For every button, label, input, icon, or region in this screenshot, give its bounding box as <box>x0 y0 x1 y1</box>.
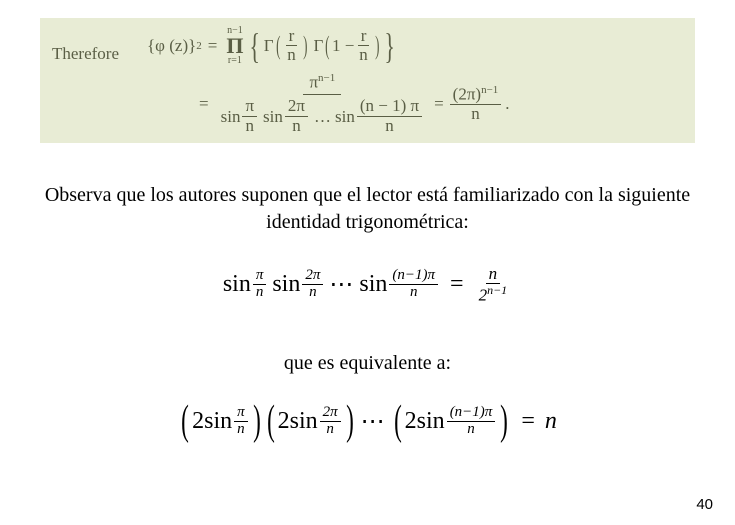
brace-left: { <box>250 32 260 61</box>
eq2-twok: 2 <box>405 408 417 435</box>
eq2-two1: 2 <box>192 408 204 435</box>
paragraph-2: que es equivalente a: <box>0 350 735 377</box>
product-symbol: n−1 Π r=1 <box>226 26 243 66</box>
num-r2: r <box>358 27 370 47</box>
eq2-frack: (n−1)πn <box>447 405 496 438</box>
eq2-dots: ⋯ <box>361 407 387 436</box>
frac-r-n-1: r n <box>284 27 299 65</box>
paren-l1: ( <box>276 31 280 61</box>
eq2-rp2: ) <box>346 407 354 436</box>
one-minus: 1 − <box>332 36 354 56</box>
result-frac: (2π)n−1 n <box>450 84 502 124</box>
paren-l2: ( <box>325 31 329 61</box>
eq2-sin1: sin <box>204 408 232 435</box>
sin-2: sin <box>263 107 283 127</box>
sin-k: sin <box>335 107 355 127</box>
page-number: 40 <box>696 496 713 513</box>
book-equation-line1: {φ (z)}2 = n−1 Π r=1 { Γ ( r n ) Γ ( 1 −… <box>147 26 510 66</box>
eq2-frac2: 2πn <box>320 405 341 438</box>
big-frac-num: πn−1 <box>303 72 341 96</box>
eq1-frac2: 2πn <box>302 268 323 301</box>
eq2-lpk: ( <box>394 407 402 436</box>
eq2-lp1: ( <box>181 407 189 436</box>
eq2-rpk: ) <box>500 407 508 436</box>
phi-exp: 2 <box>196 40 202 52</box>
sin-arg-2: 2πn <box>285 97 308 135</box>
result-den: n <box>468 105 483 124</box>
den-n2: n <box>356 46 371 65</box>
book-excerpt: Therefore {φ (z)}2 = n−1 Π r=1 { Γ ( r n… <box>40 18 695 143</box>
eq2-frac1: πn <box>234 405 248 438</box>
eq1-sin1: sin <box>223 271 251 298</box>
eq2-rp1: ) <box>253 407 261 436</box>
frac-r-n-2: r n <box>356 27 371 65</box>
phi-lhs: {φ (z)} <box>147 36 196 56</box>
eq2-sink: sin <box>417 408 445 435</box>
eq2-sin2: sin <box>290 408 318 435</box>
eq1-frac1: πn <box>253 268 267 301</box>
equation-1: sin πn sin 2πn ⋯ sin (n−1)πn = n 2n−1 <box>0 265 735 304</box>
dots-1: … <box>314 107 331 127</box>
equals-1: = <box>208 36 218 56</box>
result-num: (2π)n−1 <box>450 84 502 105</box>
prod-pi: Π <box>226 36 243 56</box>
brace-right: } <box>385 32 395 61</box>
eq1-rhs-den: 2n−1 <box>476 284 511 305</box>
big-fraction: πn−1 sin πn sin 2πn … sin (n − 1) πn <box>215 72 430 136</box>
paren-r2: ) <box>375 31 379 61</box>
sin-arg-k: (n − 1) πn <box>357 97 422 135</box>
pi-sym: π <box>309 72 318 91</box>
num-r1: r <box>286 27 298 47</box>
eq1-dots: ⋯ <box>329 270 355 299</box>
den-n1: n <box>284 46 299 65</box>
book-math-block: {φ (z)}2 = n−1 Π r=1 { Γ ( r n ) Γ ( 1 −… <box>147 26 510 136</box>
equation-2: ( 2 sin πn ) ( 2 sin 2πn ) ⋯ ( 2 sin (n−… <box>0 405 735 439</box>
eq2-lp2: ( <box>267 407 275 436</box>
book-equation-line2: = πn−1 sin πn sin 2πn … sin (n − 1) πn =… <box>147 72 510 136</box>
paragraph-1: Observa que los autores suponen que el l… <box>0 182 735 236</box>
equals-2: = <box>199 94 209 114</box>
eq2-equals: = <box>521 408 535 435</box>
eq2-two2: 2 <box>278 408 290 435</box>
eq1-sin2: sin <box>272 271 300 298</box>
big-frac-den: sin πn sin 2πn … sin (n − 1) πn <box>215 95 430 135</box>
eq1-sink: sin <box>359 271 387 298</box>
sin-1: sin <box>221 107 241 127</box>
gamma-1: Γ <box>264 36 274 56</box>
eq2-rhs: n <box>545 408 557 435</box>
eq1-frack: (n−1)πn <box>389 268 438 301</box>
pi-exp: n−1 <box>318 72 335 84</box>
sin-arg-1: πn <box>242 97 257 135</box>
eq1-rhs: n 2n−1 <box>476 265 511 304</box>
period: . <box>505 94 509 114</box>
therefore-label: Therefore <box>52 44 119 64</box>
equals-3: = <box>434 94 444 114</box>
eq1-rhs-num: n <box>486 265 501 284</box>
gamma-2: Γ <box>313 36 323 56</box>
eq1-equals: = <box>450 271 464 298</box>
paren-r1: ) <box>303 31 307 61</box>
prod-lower: r=1 <box>228 56 242 66</box>
